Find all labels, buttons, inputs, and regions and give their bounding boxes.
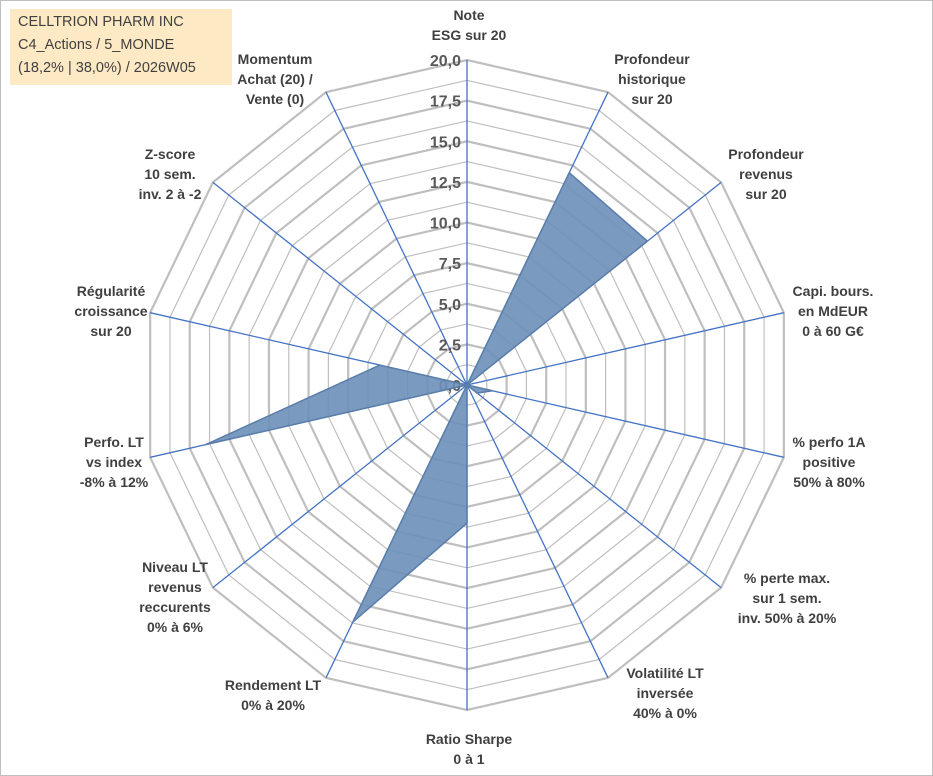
axis-label-line: Rendement LT: [225, 677, 322, 693]
axis-label-line: Achat (20) /: [237, 71, 313, 87]
tick-label: 10,0: [430, 216, 461, 233]
axis-label-line: -8% à 12%: [80, 474, 149, 490]
axis-label-line: % perfo 1A: [792, 434, 865, 450]
axis-label-line: sur 20: [745, 186, 786, 202]
axis-label-line: 50% à 80%: [793, 474, 865, 490]
axis-label-line: inversée: [637, 685, 694, 701]
axis-label: Ratio Sharpe 0 à 1: [426, 731, 513, 767]
axis-label: Z-score 10 sem. inv. 2 à -2: [139, 146, 202, 202]
axis-label-line: en MdEUR: [798, 303, 868, 319]
axis-label: % perte max. sur 1 sem. inv. 50% à 20%: [738, 570, 837, 626]
axis-spoke: [212, 181, 468, 386]
axis-label-line: Vente (0): [246, 91, 304, 107]
axis-spoke: [466, 312, 784, 386]
axis-label: Volatilité LT inversée 40% à 0%: [626, 665, 704, 721]
axis-label: Capi. bours. en MdEUR 0 à 60 G€: [793, 283, 874, 339]
axis-label-line: revenus: [148, 579, 202, 595]
axis-labels: Note ESG sur 20 Profondeur historique sur 20…: [74, 7, 873, 767]
axis-label-line: inv. 50% à 20%: [738, 610, 837, 626]
axis-spoke: [466, 384, 609, 679]
axis-label-line: positive: [803, 454, 856, 470]
tick-label: 2,5: [439, 337, 461, 354]
axis-label: Régularité croissance sur 20: [74, 283, 147, 339]
axis-label-line: Perfo. LT: [84, 434, 144, 450]
period-info: (18,2% | 38,0%) / 2026W05: [18, 60, 196, 76]
axis-label: Note ESG sur 20: [432, 7, 507, 43]
axis-label: Niveau LT revenus reccurents 0% à 6%: [139, 559, 211, 635]
axis-label: Profondeur revenus sur 20: [728, 146, 804, 202]
axis-label-line: sur 20: [631, 91, 672, 107]
axis-label-line: 0% à 20%: [241, 697, 305, 713]
axis-label-line: revenus: [739, 166, 793, 182]
axis-label-line: inv. 2 à -2: [139, 186, 202, 202]
tick-labels: 0,02,55,07,510,012,515,017,520,0: [430, 53, 461, 395]
axis-label-line: 0 à 1: [453, 751, 484, 767]
axis-label-line: Profondeur: [614, 51, 690, 67]
axis-spoke: [466, 384, 784, 458]
axis-label: Profondeur historique sur 20: [614, 51, 690, 107]
company-name: CELLTRION PHARM INC: [18, 14, 184, 30]
axis-label-line: Momentum: [238, 51, 313, 67]
axis-spoke: [212, 384, 468, 589]
axis-label-line: 0% à 6%: [147, 619, 204, 635]
tick-label: 7,5: [439, 256, 461, 273]
axis-label-line: Niveau LT: [142, 559, 208, 575]
series-area: [204, 171, 649, 623]
axis-label-line: 0 à 60 G€: [802, 323, 864, 339]
tick-label: 20,0: [430, 53, 461, 70]
axis-label-line: Capi. bours.: [793, 283, 874, 299]
axis-label-line: ESG sur 20: [432, 27, 507, 43]
axis-label-line: % perte max.: [744, 570, 830, 586]
tick-label: 15,0: [430, 134, 461, 151]
axis-label-line: Volatilité LT: [626, 665, 704, 681]
axis-label: Rendement LT 0% à 20%: [225, 677, 322, 713]
axis-spoke: [325, 91, 468, 386]
axis-label-line: reccurents: [139, 599, 211, 615]
axis-label-line: croissance: [74, 303, 147, 319]
portfolio-category: C4_Actions / 5_MONDE: [18, 37, 175, 53]
axis-label-line: sur 1 sem.: [752, 590, 821, 606]
axis-label: Momentum Achat (20) / Vente (0): [237, 51, 313, 107]
axis-label-line: sur 20: [90, 323, 131, 339]
axis-label: % perfo 1A positive 50% à 80%: [792, 434, 865, 490]
axis-label-line: Z-score: [145, 146, 196, 162]
tick-label: 12,5: [430, 175, 461, 192]
axis-label-line: 10 sem.: [144, 166, 195, 182]
info-box: CELLTRION PHARM INC C4_Actions / 5_MONDE…: [10, 9, 232, 85]
axis-label-line: Ratio Sharpe: [426, 731, 513, 747]
axis-label-line: historique: [618, 71, 686, 87]
axis-label-line: Profondeur: [728, 146, 804, 162]
axis-label-line: vs index: [86, 454, 142, 470]
axis-spoke: [466, 384, 722, 589]
axis-label-line: 40% à 0%: [633, 705, 697, 721]
axis-label-line: Régularité: [77, 283, 146, 299]
axis-label-line: Note: [453, 7, 484, 23]
tick-label: 5,0: [439, 297, 461, 314]
axis-label: Perfo. LT vs index -8% à 12%: [80, 434, 149, 490]
tick-label: 17,5: [430, 94, 461, 111]
